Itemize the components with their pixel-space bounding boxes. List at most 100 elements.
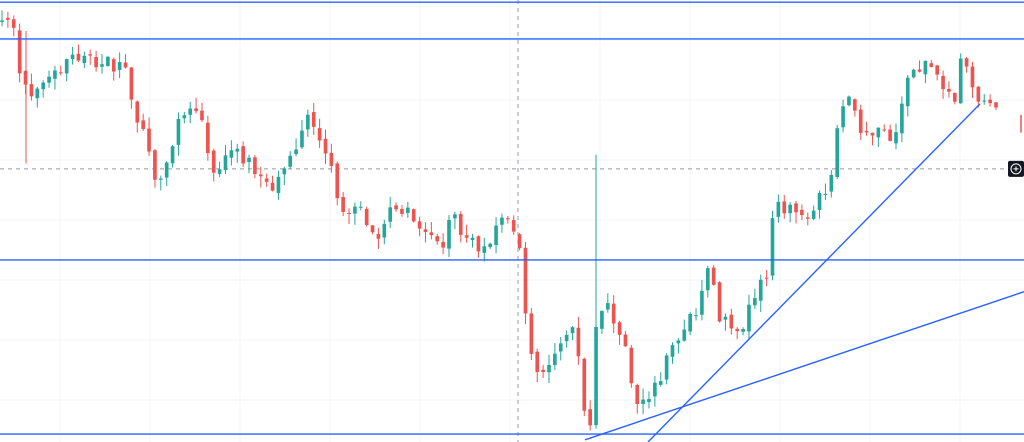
candle[interactable] <box>441 233 445 255</box>
candle[interactable] <box>970 61 975 98</box>
candle[interactable] <box>929 59 934 68</box>
candle[interactable] <box>82 51 87 68</box>
candle[interactable] <box>511 215 516 235</box>
candle[interactable] <box>394 202 398 212</box>
candle[interactable] <box>229 140 234 166</box>
candle[interactable] <box>741 327 745 336</box>
trendline-trend-steep[interactable] <box>647 103 981 442</box>
candle[interactable] <box>641 388 645 415</box>
candle[interactable] <box>11 15 16 37</box>
candle[interactable] <box>141 113 145 131</box>
candles[interactable] <box>0 10 1022 431</box>
candle[interactable] <box>505 216 510 224</box>
candle[interactable] <box>335 161 340 206</box>
candle[interactable] <box>870 132 875 146</box>
candle[interactable] <box>323 129 328 165</box>
candle[interactable] <box>94 51 98 72</box>
candle[interactable] <box>423 222 428 243</box>
candle[interactable] <box>858 104 863 140</box>
candle[interactable] <box>311 102 316 136</box>
candle[interactable] <box>676 338 681 354</box>
candle[interactable] <box>411 208 416 223</box>
candle[interactable] <box>541 364 545 379</box>
candle[interactable] <box>258 166 263 188</box>
candle[interactable] <box>794 200 798 224</box>
candle[interactable] <box>847 95 851 107</box>
candle[interactable] <box>717 281 722 323</box>
candle[interactable] <box>470 233 475 248</box>
candle[interactable] <box>135 100 140 133</box>
candle[interactable] <box>688 312 692 336</box>
candle[interactable] <box>494 217 498 254</box>
candle[interactable] <box>429 222 434 240</box>
candle[interactable] <box>0 10 4 27</box>
candle[interactable] <box>247 154 251 174</box>
candle[interactable] <box>770 210 775 281</box>
candle[interactable] <box>811 205 816 221</box>
candle[interactable] <box>211 148 216 182</box>
candle[interactable] <box>453 211 457 230</box>
candle[interactable] <box>517 232 522 251</box>
candle[interactable] <box>829 170 834 198</box>
candle[interactable] <box>841 99 845 133</box>
candle[interactable] <box>582 357 587 417</box>
candle[interactable] <box>341 192 345 217</box>
candle[interactable] <box>853 98 857 117</box>
candle[interactable] <box>982 94 987 105</box>
candle[interactable] <box>753 288 757 309</box>
candle[interactable] <box>158 175 163 191</box>
candle[interactable] <box>658 372 663 387</box>
candle[interactable] <box>182 111 187 124</box>
candle[interactable] <box>953 92 957 105</box>
candle[interactable] <box>611 295 616 334</box>
candle[interactable] <box>917 60 922 73</box>
candle[interactable] <box>217 161 222 178</box>
candle[interactable] <box>364 206 369 227</box>
candle[interactable] <box>17 23 22 83</box>
candle[interactable] <box>735 327 740 340</box>
candle[interactable] <box>800 204 804 221</box>
candle[interactable] <box>911 68 916 79</box>
candle[interactable] <box>617 320 622 345</box>
candle[interactable] <box>711 265 716 286</box>
candle[interactable] <box>500 213 504 233</box>
candle[interactable] <box>76 44 81 63</box>
candle[interactable] <box>47 70 51 88</box>
candle[interactable] <box>188 101 193 124</box>
candle[interactable] <box>876 127 881 147</box>
candle[interactable] <box>894 123 898 150</box>
candle[interactable] <box>241 141 245 168</box>
candle[interactable] <box>282 166 287 186</box>
candle[interactable] <box>435 233 440 245</box>
candle[interactable] <box>458 211 463 243</box>
candle[interactable] <box>905 74 910 117</box>
candle[interactable] <box>958 53 963 104</box>
candle[interactable] <box>58 65 63 76</box>
candle[interactable] <box>664 353 669 385</box>
candle[interactable] <box>817 190 822 219</box>
candle[interactable] <box>206 115 210 161</box>
candle[interactable] <box>29 73 34 101</box>
candle[interactable] <box>111 57 116 81</box>
candle[interactable] <box>300 120 304 149</box>
candle[interactable] <box>482 237 487 262</box>
candle[interactable] <box>653 376 657 407</box>
candle[interactable] <box>382 219 387 245</box>
candle[interactable] <box>523 242 528 325</box>
candle[interactable] <box>988 94 992 107</box>
candle[interactable] <box>964 56 969 73</box>
candle[interactable] <box>564 330 569 348</box>
candle[interactable] <box>264 173 269 187</box>
crosshair-plus-badge[interactable] <box>1008 160 1024 177</box>
candle[interactable] <box>35 86 40 108</box>
candle[interactable] <box>635 383 640 414</box>
candle[interactable] <box>941 70 945 99</box>
candle[interactable] <box>353 202 357 225</box>
candle[interactable] <box>306 109 310 137</box>
candle[interactable] <box>100 53 104 74</box>
candle[interactable] <box>270 175 275 192</box>
candle[interactable] <box>123 54 128 69</box>
